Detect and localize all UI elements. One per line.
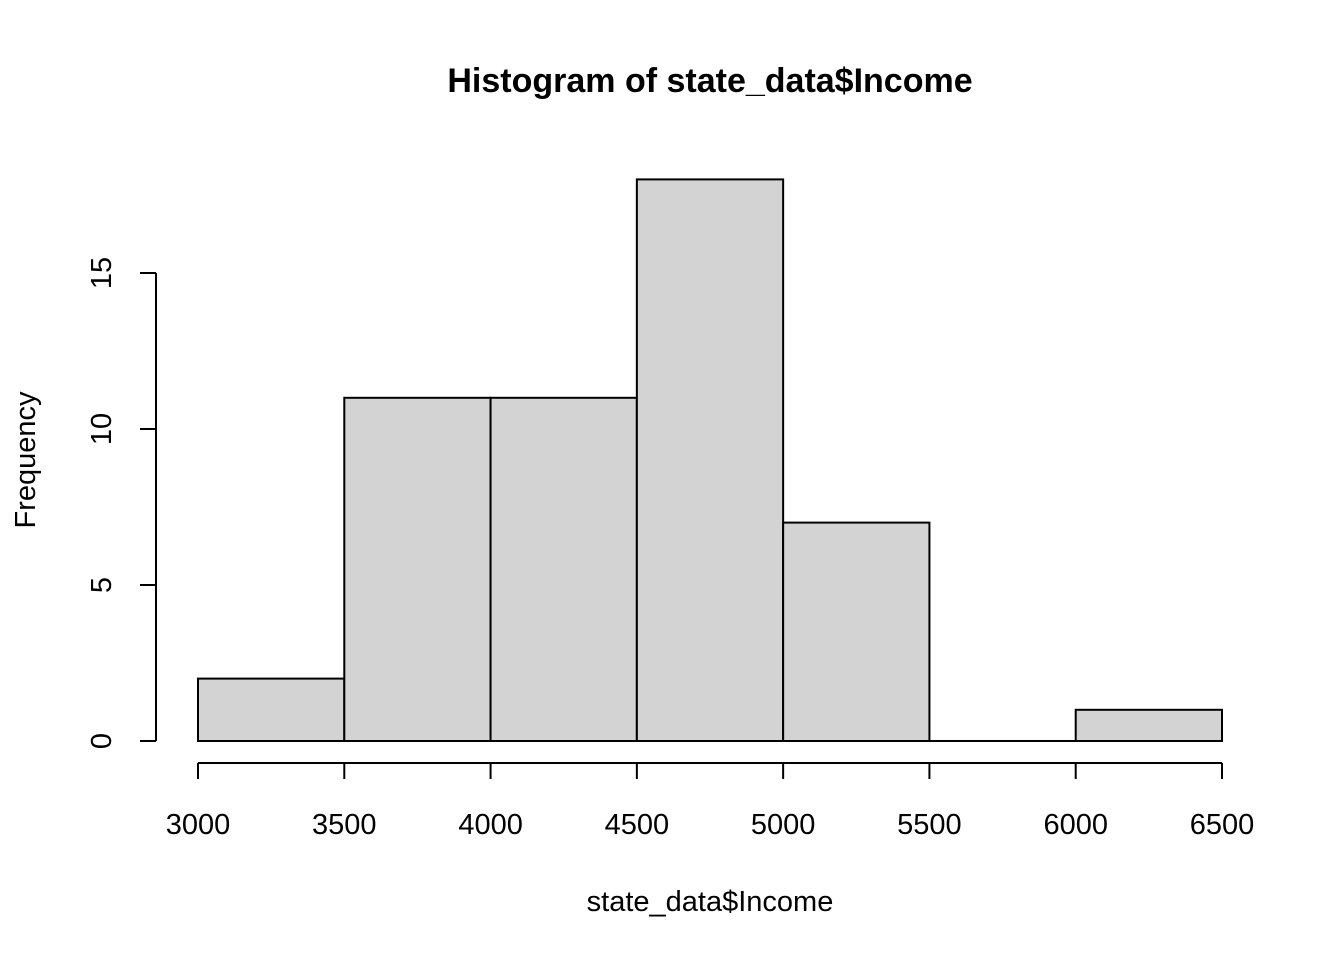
y-tick-label: 10 (86, 413, 118, 445)
histogram-bar-4 (782, 521, 931, 742)
histogram-bar-1 (343, 396, 492, 742)
x-tick-label: 6500 (1190, 809, 1255, 841)
x-tick-label: 4500 (605, 809, 670, 841)
y-axis: 0 5 10 15 (86, 257, 157, 749)
x-tick-label: 6000 (1043, 809, 1108, 841)
x-axis: 3000 3500 4000 4500 5000 5500 6000 6500 (166, 762, 1255, 841)
histogram-bar-3 (635, 178, 785, 742)
x-tick-label: 3000 (166, 809, 231, 841)
y-tick-label: 5 (86, 577, 118, 593)
histogram-bar-2 (489, 396, 638, 742)
histogram-bar-0 (197, 677, 346, 742)
bars-group (197, 178, 1223, 742)
x-tick-label: 4000 (458, 809, 523, 841)
x-axis-label: state_data$Income (587, 886, 834, 918)
y-axis-label: Frequency (10, 391, 42, 529)
x-tick-label: 3500 (312, 809, 377, 841)
x-tick-label: 5500 (897, 809, 962, 841)
y-tick-label: 0 (86, 733, 118, 749)
chart-title: Histogram of state_data$Income (447, 62, 972, 100)
histogram-bar-6 (1074, 708, 1223, 742)
x-tick-label: 5000 (751, 809, 816, 841)
y-tick-label: 15 (86, 257, 118, 289)
